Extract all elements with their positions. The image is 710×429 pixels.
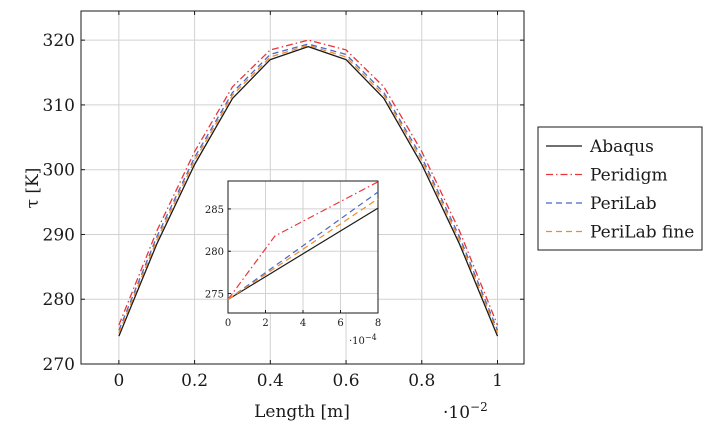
inset-y-tick-label: 285 (205, 205, 224, 216)
x-tick-label: 0.2 (181, 371, 208, 391)
inset-x-ticks: 0 2 4 6 8 (225, 310, 381, 329)
x-axis-multiplier-base: ·10 (443, 403, 470, 423)
inset-x-multiplier: ·10−4 (349, 333, 377, 347)
inset-y-tick-label: 280 (205, 247, 224, 258)
inset-series-line-peridigm (227, 181, 379, 300)
inset-series-line-perilab-fine (227, 198, 379, 300)
legend-box (537, 126, 703, 251)
inset-series (227, 181, 379, 301)
main-series (118, 39, 499, 337)
inset-x-tick-label: 6 (337, 318, 343, 329)
x-tick-label: 0.6 (333, 371, 360, 391)
y-tick-label: 320 (43, 31, 75, 51)
inset-x-tick-label: 8 (375, 318, 381, 329)
series-line-perilab (118, 43, 499, 331)
y-tick-label: 310 (43, 96, 75, 116)
y-axis-label: τ [K] (23, 168, 43, 209)
inset-x-multiplier-exponent: −4 (365, 333, 377, 342)
y-tick-label: 290 (43, 225, 75, 245)
x-tick-label: 0 (113, 371, 124, 391)
series-line-peridigm (118, 39, 499, 326)
legend-label-perilab-fine: PeriLab fine (590, 223, 694, 243)
inset-x-tick-label: 2 (262, 318, 268, 329)
inset-x-multiplier-base: ·10 (349, 336, 365, 347)
x-axis-label: Length [m] (254, 402, 350, 422)
inset-x-tick-label: 4 (300, 318, 306, 329)
x-tick-label: 0.8 (408, 371, 435, 391)
x-axis-multiplier-exponent: −2 (470, 400, 488, 414)
x-axis-ticks: 0 0.2 0.4 0.6 0.8 1 (113, 11, 503, 391)
x-axis-multiplier: ·10−2 (443, 400, 488, 423)
y-tick-label: 300 (43, 161, 75, 181)
inset-x-tick-label: 0 (225, 318, 231, 329)
legend-label-peridigm: Peridigm (590, 166, 668, 186)
series-line-perilab-fine (118, 44, 499, 334)
inset-series-line-perilab (227, 191, 379, 300)
legend-label-perilab: PeriLab (590, 194, 657, 214)
y-tick-label: 280 (43, 290, 75, 310)
inset-y-tick-label: 275 (205, 290, 224, 301)
x-tick-label: 1 (492, 371, 503, 391)
main-plot-frame (80, 10, 525, 365)
legend: Abaqus Peridigm PeriLab PeriLab fine (546, 137, 694, 243)
y-tick-label: 270 (43, 355, 75, 375)
legend-label-abaqus: Abaqus (589, 137, 654, 157)
x-tick-label: 0.4 (257, 371, 284, 391)
series-line-abaqus (118, 45, 499, 337)
inset-series-line-abaqus (227, 207, 379, 301)
inset-y-ticks: 275 280 285 (205, 205, 231, 301)
